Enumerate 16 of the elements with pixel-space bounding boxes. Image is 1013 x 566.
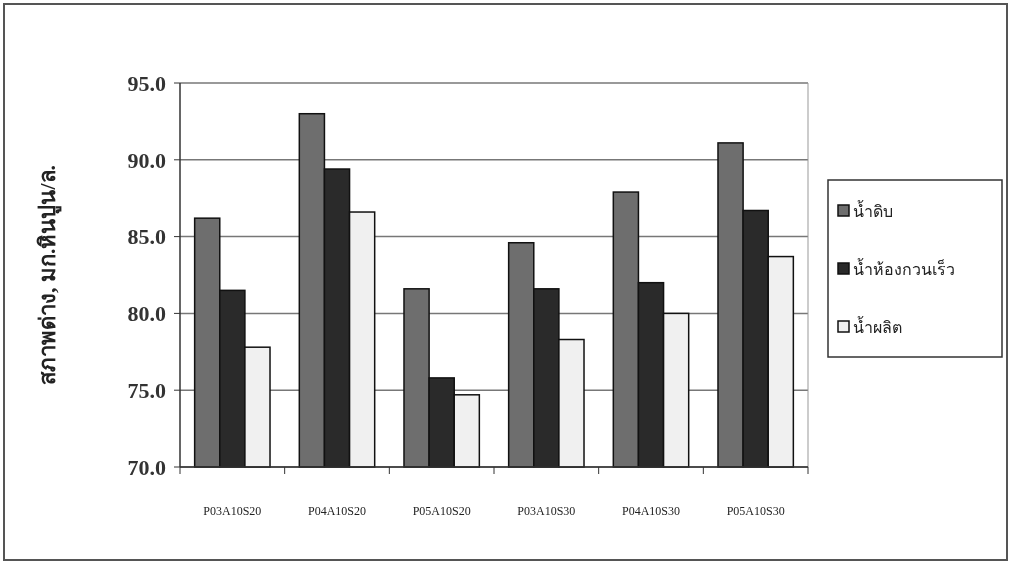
legend-label: น้ำดิบ	[853, 199, 893, 221]
x-tick-label: P04A10S20	[307, 504, 367, 518]
y-tick-label: 90.0	[127, 147, 166, 173]
x-tick-label: P05A10S30	[726, 504, 785, 518]
y-axis-title: สภาพด่าง, มก.หินปูน/ล.	[35, 164, 62, 386]
x-tick-label: P04A10S30	[621, 504, 681, 518]
x-tick-label: P05A10S20	[412, 504, 471, 518]
y-tick-label: 75.0	[127, 377, 166, 403]
x-tick-label: P03A10S20	[203, 504, 262, 518]
legend-label: น้ำห้องกวนเร็ว	[853, 257, 955, 279]
y-tick-label: 85.0	[127, 224, 166, 250]
y-tick-label: 95.0	[127, 70, 166, 96]
y-tick-label: 70.0	[127, 454, 166, 480]
x-tick-label: P03A10S30	[517, 504, 576, 518]
legend-label: น้ำผลิต	[853, 315, 902, 337]
y-tick-label: 80.0	[127, 301, 166, 327]
